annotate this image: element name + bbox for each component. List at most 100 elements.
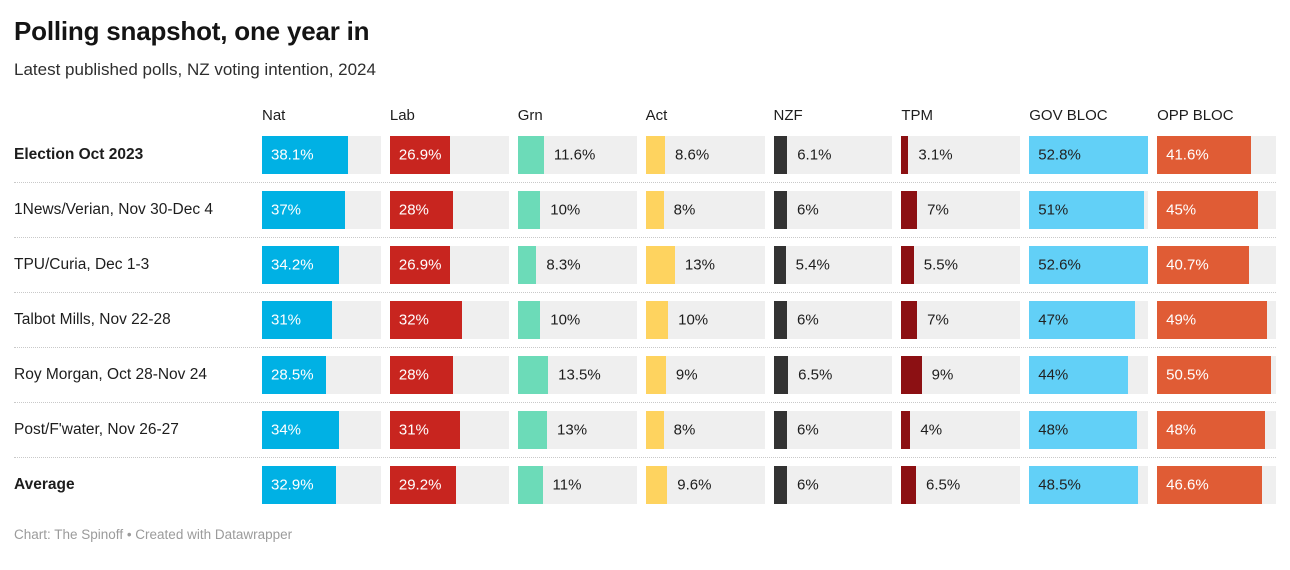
bar-cell-gov-bloc: 51% <box>1029 191 1149 229</box>
bar-cell-nat: 31% <box>262 301 381 339</box>
bar-track: 37% <box>262 191 381 229</box>
bar-track: 49% <box>1157 301 1276 339</box>
bar-cell-grn: 10% <box>517 191 637 229</box>
bar <box>262 301 332 339</box>
bar-track: 32.9% <box>262 466 381 504</box>
bar-value-label: 52.8% <box>1038 146 1081 163</box>
bar-track: 10% <box>517 301 637 339</box>
bar-track: 31% <box>262 301 381 339</box>
bar-cell-act: 9% <box>645 356 765 394</box>
bar <box>517 301 541 339</box>
bar <box>517 191 541 229</box>
bar-value-label: 45% <box>1166 201 1197 219</box>
row-label: Roy Morgan, Oct 28-Nov 24 <box>14 366 207 383</box>
bar <box>389 466 456 504</box>
bar-value-label: 6.1% <box>797 146 832 163</box>
bar-cell-grn: 8.3% <box>517 246 637 284</box>
bar-cell-lab: 31% <box>389 411 509 449</box>
bar <box>1157 246 1249 284</box>
bar-value-label: 28% <box>398 201 429 219</box>
bar <box>517 246 537 284</box>
bar-track: 6% <box>773 191 893 229</box>
bar-cell-opp-bloc: 50.5% <box>1157 356 1276 394</box>
bar-cell-nzf: 6% <box>773 411 893 449</box>
bar <box>517 466 543 504</box>
bar-value-label: 5.4% <box>795 256 830 274</box>
bar <box>901 135 909 174</box>
bar-track: 4% <box>901 411 1021 449</box>
table-body: Election Oct 2023 38.1% 26.9% 11.6% 8.6% 6.1%… <box>14 127 1276 512</box>
bar-cell-gov-bloc: 52.8% <box>1029 135 1149 174</box>
bar-cell-nat: 34% <box>262 411 381 449</box>
bar-track: 46.6% <box>1157 466 1276 504</box>
bar-cell-opp-bloc: 49% <box>1157 301 1276 339</box>
bar-value-label: 26.9% <box>398 146 442 163</box>
bar-value-label: 4% <box>920 421 943 439</box>
bar-track: 9% <box>901 356 1021 394</box>
bar-track: 52.8% <box>1029 135 1149 174</box>
bar-value-label: 10% <box>550 201 581 219</box>
bar <box>645 135 665 174</box>
bar-value-label: 9% <box>931 366 954 384</box>
bar-track: 6.1% <box>773 135 893 174</box>
bar-cell-gov-bloc: 44% <box>1029 356 1149 394</box>
bar-value-label: 6% <box>797 311 819 329</box>
bar-cell-nat: 37% <box>262 191 381 229</box>
chart-title: Polling snapshot, one year in <box>14 16 370 46</box>
bar-value-label: 9.6% <box>677 476 712 494</box>
bar-cell-act: 9.6% <box>645 466 765 504</box>
bar-track: 11.6% <box>517 135 637 174</box>
bar-track: 6.5% <box>773 356 893 394</box>
bar-value-label: 52.6% <box>1038 256 1081 274</box>
bar-cell-lab: 28% <box>389 191 509 229</box>
bar-value-label: 34% <box>271 421 302 439</box>
bar-cell-lab: 29.2% <box>389 466 509 504</box>
bar-value-label: 29.2% <box>398 476 442 494</box>
bar-value-label: 8.3% <box>546 256 581 274</box>
bar-cell-tpm: 6.5% <box>901 466 1021 504</box>
bar-value-label: 28% <box>398 366 429 384</box>
bar <box>1029 135 1149 174</box>
bar-cell-nzf: 6.5% <box>773 356 893 394</box>
bar-cell-grn: 11% <box>517 466 637 504</box>
bar-track: 47% <box>1029 301 1149 339</box>
bar-cell-grn: 11.6% <box>517 135 637 174</box>
bar-cell-grn: 13% <box>517 411 637 449</box>
row-label: 1News/Verian, Nov 30-Dec 4 <box>14 201 214 218</box>
bar <box>389 191 453 229</box>
row-label: TPU/Curia, Dec 1-3 <box>14 256 150 273</box>
bar <box>262 466 337 504</box>
bar-cell-tpm: 3.1% <box>901 135 1021 174</box>
table-row: Post/F'water, Nov 26-27 34% 31% 13% 8% 6% 4% 48… <box>14 402 1276 457</box>
bar-track: 5.5% <box>901 246 1021 284</box>
bar-track: 8% <box>645 411 765 449</box>
bar-value-label: 48% <box>1038 421 1069 439</box>
bar <box>1157 466 1263 504</box>
bar-value-label: 11.6% <box>553 146 596 163</box>
bar-cell-act: 10% <box>645 301 765 339</box>
bar-value-label: 13.5% <box>558 366 601 384</box>
bar-cell-nzf: 6% <box>773 191 893 229</box>
bar-track: 48% <box>1157 411 1276 449</box>
bar-cell-grn: 13.5% <box>517 356 637 394</box>
bar <box>1157 135 1251 174</box>
bar <box>389 135 451 174</box>
bar-cell-gov-bloc: 48% <box>1029 411 1149 449</box>
bar-value-label: 38.1% <box>271 146 314 163</box>
bar <box>262 191 346 229</box>
bar <box>773 411 787 449</box>
bar-value-label: 31% <box>271 311 302 329</box>
bar-cell-lab: 26.9% <box>389 246 509 284</box>
bar-cell-lab: 32% <box>389 301 509 339</box>
bar <box>773 356 789 394</box>
bar-value-label: 26.9% <box>398 256 442 274</box>
bar-value-label: 51% <box>1038 201 1069 219</box>
bar-cell-act: 13% <box>645 246 765 284</box>
bar-value-label: 11% <box>552 476 582 494</box>
chart-container: Polling snapshot, one year in Latest pub… <box>14 16 1276 542</box>
table-row: Talbot Mills, Nov 22-28 31% 32% 10% 10% 6% 7% 4… <box>14 292 1276 347</box>
bar <box>1029 411 1138 449</box>
bar-track: 5.4% <box>773 246 893 284</box>
bar-track: 13.5% <box>517 356 637 394</box>
bar-value-label: 32% <box>398 311 429 329</box>
